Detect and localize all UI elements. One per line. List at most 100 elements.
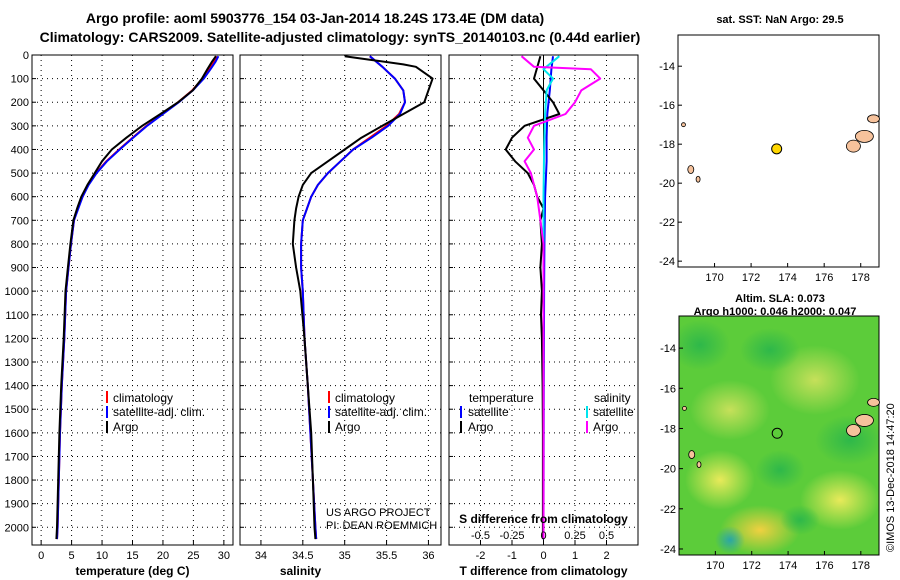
x-axis-label: T difference from climatology xyxy=(459,564,627,578)
y-tick-label: 1000 xyxy=(5,286,29,298)
y-tick-label: 1200 xyxy=(5,333,29,345)
x-tick-label: 2 xyxy=(603,550,609,562)
secondary-axis-label: S difference from climatology xyxy=(459,512,628,526)
series-argo xyxy=(55,55,217,540)
x-tick-label: 5 xyxy=(69,550,75,562)
x-tick-label: 25 xyxy=(187,550,199,562)
watermark: ©IMOS 13-Dec-2018 14:47:20 xyxy=(885,403,897,552)
credit-pi: PI: DEAN ROEMMICH xyxy=(326,520,437,532)
x-tick-label: 0 xyxy=(38,550,44,562)
legend-label-climatology: climatology xyxy=(335,391,395,405)
sst-island xyxy=(867,114,880,124)
sla-island xyxy=(682,405,687,411)
sst-x-tick-label: 172 xyxy=(742,272,760,284)
legend-label-satellite: satellite-adj. clim. xyxy=(113,405,205,419)
panel-salinity: 34 34.5 35 35.5 36 salinity xyxy=(239,54,442,578)
x-tick-label: -2 xyxy=(476,550,486,562)
secondary-tick-label: 0 xyxy=(540,530,546,542)
sla-island xyxy=(696,461,702,469)
y-tick-label: 1400 xyxy=(5,381,29,393)
sla-y-tick-label: -24 xyxy=(660,544,676,556)
sst-island xyxy=(854,129,874,143)
salinity-legend: climatology satellite-adj. clim. Argo US… xyxy=(326,391,437,532)
x-tick-label: 34 xyxy=(255,550,267,562)
panel-differences: -2 -1 0 1 2 T difference from climatology S di… xyxy=(448,54,639,578)
x-tick-label: 0 xyxy=(540,550,546,562)
y-tick-label: 400 xyxy=(11,144,29,156)
sst-island xyxy=(687,165,695,174)
sst-island xyxy=(695,175,701,183)
panel-bg xyxy=(240,55,441,545)
x-tick-label: 30 xyxy=(218,550,230,562)
x-tick-label: 35.5 xyxy=(376,550,397,562)
sla-map-subtitle: Argo h1000: 0.046 h2000: 0.047 xyxy=(694,306,857,318)
y-tick-label: 700 xyxy=(11,215,29,227)
x-tick-label: 34.5 xyxy=(292,550,313,562)
y-tick-label: 0 xyxy=(23,50,29,62)
legend-label-argo: Argo xyxy=(335,420,361,434)
x-axis-label: temperature (deg C) xyxy=(75,564,189,578)
sla-x-tick-label: 170 xyxy=(706,560,724,572)
sla-y-tick-label: -22 xyxy=(660,504,676,516)
secondary-tick-label: 0.25 xyxy=(564,530,585,542)
y-tick-label: 1700 xyxy=(5,451,29,463)
y-tick-label: 900 xyxy=(11,263,29,275)
figure-subtitle: Climatology: CARS2009. Satellite-adjuste… xyxy=(40,29,641,45)
y-tick-label: 1500 xyxy=(5,404,29,416)
sla-map-frame xyxy=(678,315,880,556)
secondary-tick-label: 0.5 xyxy=(599,530,614,542)
legend-title-salinity: salinity xyxy=(594,391,631,405)
sst-map-title: sat. SST: NaN Argo: 29.5 xyxy=(716,14,843,26)
sst-x-tick-label: 178 xyxy=(852,272,870,284)
sla-x-tick-label: 174 xyxy=(779,560,797,572)
y-tick-label: 1100 xyxy=(5,310,29,322)
sst-island xyxy=(846,139,861,153)
legend-label-t-argo: Argo xyxy=(468,420,494,434)
sst-y-tick-label: -20 xyxy=(659,178,675,190)
sla-map-title: Altim. SLA: 0.073 xyxy=(735,293,825,305)
secondary-tick-label: -0.25 xyxy=(499,530,524,542)
sst-x-tick-label: 174 xyxy=(778,272,796,284)
credit-project: US ARGO PROJECT xyxy=(326,507,431,519)
legend-label-s-satellite: satellite xyxy=(593,405,634,419)
y-tick-label: 500 xyxy=(11,168,29,180)
sst-y-tick-label: -18 xyxy=(659,139,675,151)
x-axis-label: salinity xyxy=(280,564,322,578)
sla-y-tick-label: -16 xyxy=(660,383,676,395)
legend-label-s-argo: Argo xyxy=(593,420,619,434)
y-tick-label: 1900 xyxy=(5,499,29,511)
series-s-argo xyxy=(520,55,602,540)
secondary-tick-label: -0.5 xyxy=(471,530,490,542)
difference-legend: temperature satellite Argo salinity sate… xyxy=(460,391,634,434)
sla-argo-marker xyxy=(771,427,783,439)
sla-island xyxy=(688,450,696,459)
sla-y-tick-label: -14 xyxy=(660,343,676,355)
sla-x-tick-label: 172 xyxy=(743,560,761,572)
panel-frame xyxy=(239,54,442,546)
sst-x-tick-label: 176 xyxy=(815,272,833,284)
sla-field xyxy=(679,316,879,555)
x-tick-label: 10 xyxy=(96,550,108,562)
sla-x-tick-label: 178 xyxy=(852,560,870,572)
legend-label-climatology: climatology xyxy=(113,391,173,405)
x-tick-label: 36 xyxy=(422,550,434,562)
x-tick-label: 15 xyxy=(126,550,138,562)
panel-temperature: 0 5 10 15 20 25 30 temperature (deg C) 0 100 200 30… xyxy=(5,50,234,578)
figure-title: Argo profile: aoml 5903776_154 03-Jan-20… xyxy=(86,10,544,26)
y-tick-label: 600 xyxy=(11,192,29,204)
y-tick-label: 200 xyxy=(11,97,29,109)
sst-y-tick-label: -22 xyxy=(659,217,675,229)
y-tick-label: 1300 xyxy=(5,357,29,369)
sla-map: 170 172 174 176 178 -14 -16 -18 -20 -22 -24 xyxy=(660,315,880,572)
sla-y-tick-label: -18 xyxy=(660,423,676,435)
sla-island xyxy=(846,424,861,437)
sst-x-tick-label: 170 xyxy=(705,272,723,284)
legend-label-t-satellite: satellite xyxy=(468,405,509,419)
x-tick-label: 20 xyxy=(157,550,169,562)
sla-island xyxy=(867,397,880,407)
sst-y-tick-label: -24 xyxy=(659,256,675,268)
y-tick-label: 800 xyxy=(11,239,29,251)
sst-map: 170 172 174 176 178 -14 -16 -18 -20 -22 -24 xyxy=(659,34,880,284)
